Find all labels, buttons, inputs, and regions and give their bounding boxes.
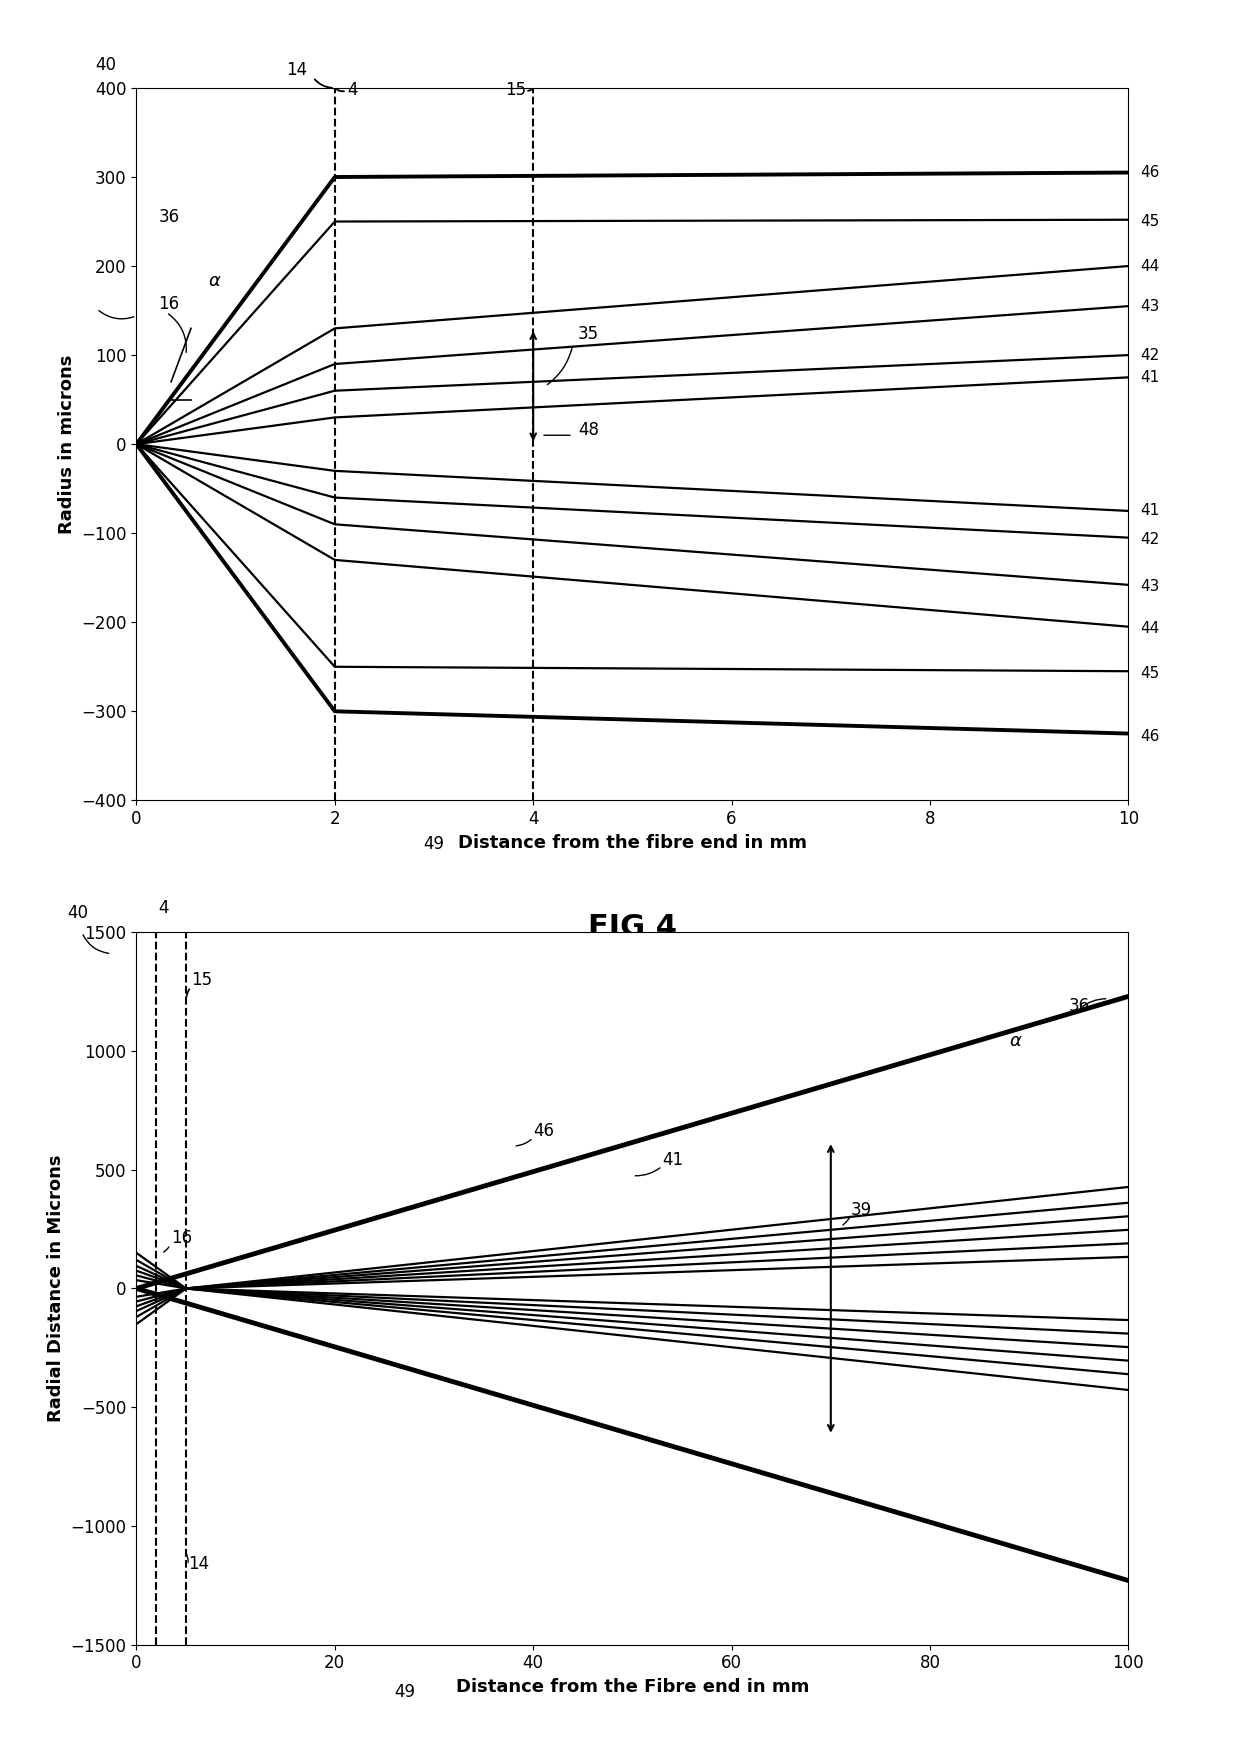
Text: 4: 4 [347, 81, 358, 99]
Text: $\alpha$: $\alpha$ [1009, 1033, 1023, 1050]
Text: 41: 41 [1141, 503, 1159, 519]
Text: 44: 44 [1141, 259, 1159, 274]
Text: 46: 46 [1141, 728, 1159, 744]
Text: 45: 45 [1141, 665, 1159, 681]
Text: 14: 14 [188, 1555, 210, 1573]
Text: 40: 40 [67, 904, 88, 922]
Text: 49: 49 [394, 1683, 415, 1701]
Text: 15: 15 [505, 81, 526, 99]
Text: 16: 16 [159, 296, 180, 313]
Text: 40: 40 [95, 56, 117, 74]
Y-axis label: Radial Distance in Microns: Radial Distance in Microns [47, 1154, 66, 1423]
Text: 36: 36 [159, 208, 180, 225]
Y-axis label: Radius in microns: Radius in microns [57, 355, 76, 533]
Text: 46: 46 [533, 1122, 554, 1140]
Text: 44: 44 [1141, 621, 1159, 637]
Text: FIG 4: FIG 4 [588, 913, 677, 941]
Text: 45: 45 [1141, 215, 1159, 229]
Text: $\alpha$: $\alpha$ [208, 271, 222, 290]
Text: 43: 43 [1141, 579, 1159, 595]
Text: 46: 46 [1141, 165, 1159, 179]
Text: 41: 41 [662, 1150, 683, 1170]
Text: 48: 48 [578, 420, 599, 440]
Text: 49: 49 [424, 836, 444, 853]
Text: 39: 39 [851, 1201, 872, 1219]
Text: 42: 42 [1141, 348, 1159, 362]
Text: 36: 36 [1069, 997, 1090, 1015]
Text: 42: 42 [1141, 531, 1159, 547]
Text: 14: 14 [286, 60, 308, 79]
X-axis label: Distance from the Fibre end in mm: Distance from the Fibre end in mm [456, 1678, 808, 1696]
Text: 4: 4 [159, 899, 169, 916]
Text: 16: 16 [171, 1230, 192, 1247]
Text: 43: 43 [1141, 299, 1159, 313]
Text: 41: 41 [1141, 369, 1159, 385]
Text: 35: 35 [578, 325, 599, 343]
Text: 15: 15 [191, 971, 212, 989]
X-axis label: Distance from the fibre end in mm: Distance from the fibre end in mm [458, 834, 807, 851]
